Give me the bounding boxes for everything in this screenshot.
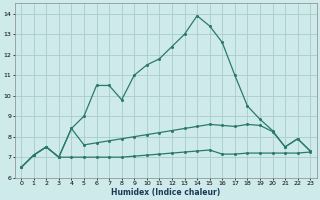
X-axis label: Humidex (Indice chaleur): Humidex (Indice chaleur) xyxy=(111,188,220,197)
